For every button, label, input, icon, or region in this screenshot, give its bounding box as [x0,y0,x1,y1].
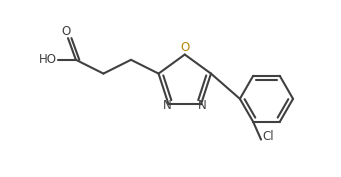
Text: N: N [197,99,206,112]
Text: HO: HO [39,53,57,66]
Text: O: O [61,25,71,38]
Text: N: N [163,99,172,112]
Text: O: O [180,41,189,54]
Text: Cl: Cl [262,130,274,142]
